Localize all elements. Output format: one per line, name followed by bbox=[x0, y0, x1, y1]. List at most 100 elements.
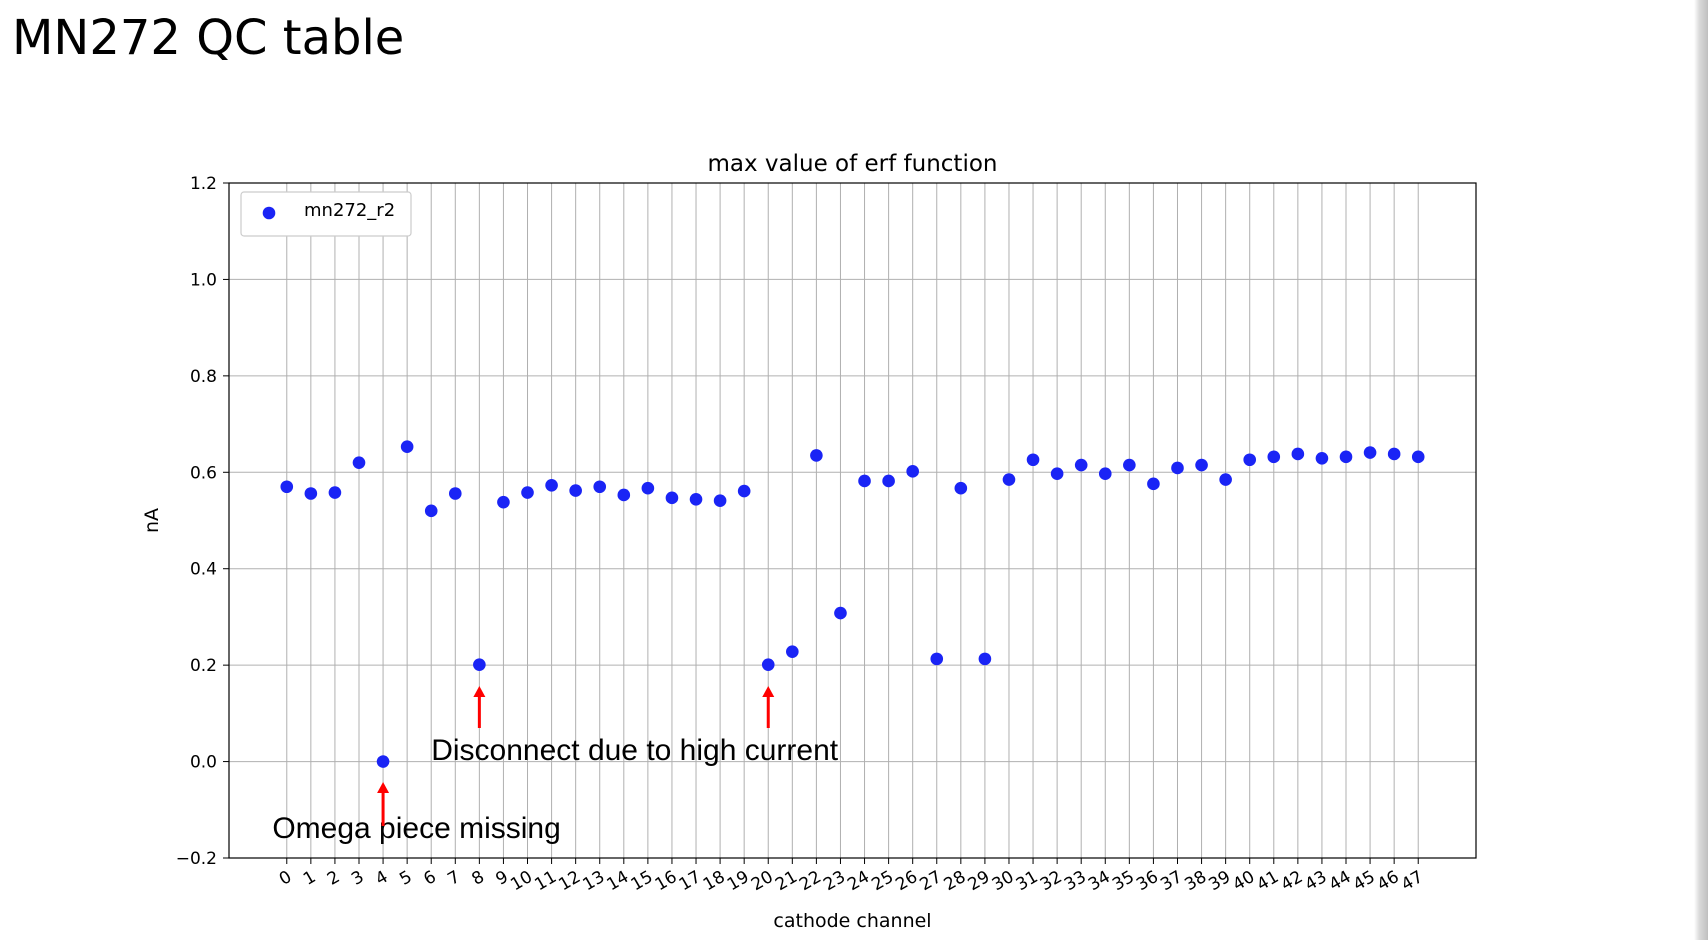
data-point bbox=[1098, 467, 1112, 481]
data-point bbox=[1026, 453, 1040, 467]
x-tick-label: 28 bbox=[941, 867, 970, 895]
chart-title: max value of erf function bbox=[707, 151, 997, 177]
x-tick-label: 31 bbox=[1013, 867, 1042, 895]
x-tick-label: 36 bbox=[1133, 867, 1162, 895]
data-point bbox=[497, 495, 510, 509]
x-tick-label: 4 bbox=[372, 867, 391, 890]
x-tick-label: 2 bbox=[324, 867, 343, 890]
x-tick-label: 19 bbox=[724, 867, 753, 895]
plot-frame bbox=[228, 182, 1477, 859]
data-point bbox=[930, 652, 944, 666]
y-tick-label: 0.2 bbox=[190, 656, 217, 676]
data-point bbox=[448, 487, 462, 500]
grid-lines bbox=[229, 182, 1476, 859]
x-tick-label: 37 bbox=[1157, 867, 1186, 895]
data-point bbox=[1195, 458, 1208, 472]
data-point bbox=[400, 440, 414, 454]
data-point bbox=[1243, 453, 1257, 467]
x-tick-label: 41 bbox=[1254, 867, 1283, 895]
legend: mn272_r2 bbox=[240, 191, 412, 237]
y-axis-label: nA bbox=[141, 508, 163, 533]
y-tick-label: 1.0 bbox=[190, 270, 217, 290]
x-tick-label: 11 bbox=[531, 867, 560, 895]
data-point bbox=[906, 465, 919, 478]
data-point bbox=[737, 484, 751, 498]
data-point bbox=[1291, 447, 1305, 461]
x-tick-label: 13 bbox=[579, 867, 608, 895]
x-tick-label: 12 bbox=[555, 867, 584, 895]
legend-label: mn272_r2 bbox=[304, 200, 395, 221]
data-point bbox=[593, 480, 607, 494]
data-point bbox=[569, 484, 582, 497]
data-point bbox=[882, 474, 895, 488]
data-point bbox=[1171, 461, 1184, 475]
x-tick-label: 47 bbox=[1398, 867, 1427, 895]
x-tick-label: 34 bbox=[1085, 867, 1114, 895]
data-point bbox=[665, 491, 679, 505]
x-tick-label: 30 bbox=[989, 867, 1018, 895]
x-tick-label: 39 bbox=[1205, 867, 1234, 895]
data-point bbox=[858, 474, 871, 488]
data-point bbox=[1339, 450, 1353, 464]
y-tick-label: 0.0 bbox=[190, 753, 217, 773]
x-tick-label: 7 bbox=[444, 867, 463, 890]
data-point bbox=[280, 480, 294, 494]
data-point bbox=[954, 481, 968, 495]
x-tick-label: 10 bbox=[507, 867, 536, 895]
x-tick-label: 33 bbox=[1061, 867, 1090, 895]
x-axis-ticks: 0 1 2 3 4 5 6 7 8 9101112131415161718192021222324… bbox=[276, 858, 1427, 895]
x-tick-label: 23 bbox=[820, 867, 849, 895]
annotations: Disconnect due to high current Omega pie… bbox=[272, 686, 839, 845]
x-tick-label: 45 bbox=[1350, 867, 1379, 895]
legend-marker bbox=[262, 206, 276, 220]
y-tick-label: 1.2 bbox=[190, 174, 217, 194]
data-point bbox=[641, 481, 655, 495]
slide-title: MN272 QC table bbox=[12, 10, 405, 66]
y-tick-label: 0.6 bbox=[190, 463, 217, 483]
y-tick-label: −0.2 bbox=[176, 849, 217, 869]
x-tick-label: 21 bbox=[772, 867, 801, 895]
data-point bbox=[810, 449, 823, 462]
x-tick-label: 18 bbox=[700, 867, 729, 895]
x-tick-label: 8 bbox=[468, 867, 487, 890]
y-tick-label: 0.4 bbox=[190, 560, 217, 580]
data-point bbox=[713, 494, 727, 508]
data-point bbox=[521, 486, 534, 499]
legend-box bbox=[240, 191, 412, 237]
x-tick-label: 27 bbox=[917, 867, 946, 895]
data-point bbox=[978, 652, 992, 666]
x-tick-label: 42 bbox=[1278, 867, 1307, 895]
x-tick-label: 24 bbox=[844, 867, 873, 895]
annotation-omega: Omega piece missing bbox=[272, 812, 560, 845]
x-tick-label: 17 bbox=[676, 867, 705, 895]
data-point bbox=[834, 606, 847, 620]
x-tick-label: 22 bbox=[796, 867, 825, 895]
x-tick-label: 20 bbox=[748, 867, 777, 895]
x-tick-label: 5 bbox=[396, 867, 415, 890]
data-point bbox=[761, 658, 775, 671]
data-point bbox=[1050, 467, 1064, 481]
x-tick-label: 46 bbox=[1374, 867, 1403, 895]
x-tick-label: 3 bbox=[348, 867, 367, 890]
x-tick-label: 1 bbox=[300, 867, 319, 890]
x-tick-label: 15 bbox=[628, 867, 657, 895]
x-tick-label: 40 bbox=[1229, 867, 1258, 895]
data-point bbox=[786, 645, 799, 658]
x-tick-label: 44 bbox=[1326, 867, 1355, 895]
data-point bbox=[328, 486, 342, 499]
x-tick-label: 25 bbox=[868, 867, 897, 895]
x-tick-label: 6 bbox=[420, 867, 439, 890]
x-tick-label: 29 bbox=[965, 867, 994, 895]
x-tick-label: 32 bbox=[1037, 867, 1066, 895]
data-point bbox=[1363, 446, 1377, 459]
data-point bbox=[1002, 473, 1016, 486]
y-tick-label: 0.8 bbox=[190, 367, 217, 387]
data-point bbox=[617, 488, 631, 502]
x-tick-label: 0 bbox=[276, 867, 295, 890]
x-tick-label: 35 bbox=[1109, 867, 1138, 895]
x-tick-label: 26 bbox=[892, 867, 921, 895]
data-point bbox=[689, 492, 703, 506]
data-point bbox=[304, 487, 318, 500]
x-tick-label: 43 bbox=[1302, 867, 1331, 895]
